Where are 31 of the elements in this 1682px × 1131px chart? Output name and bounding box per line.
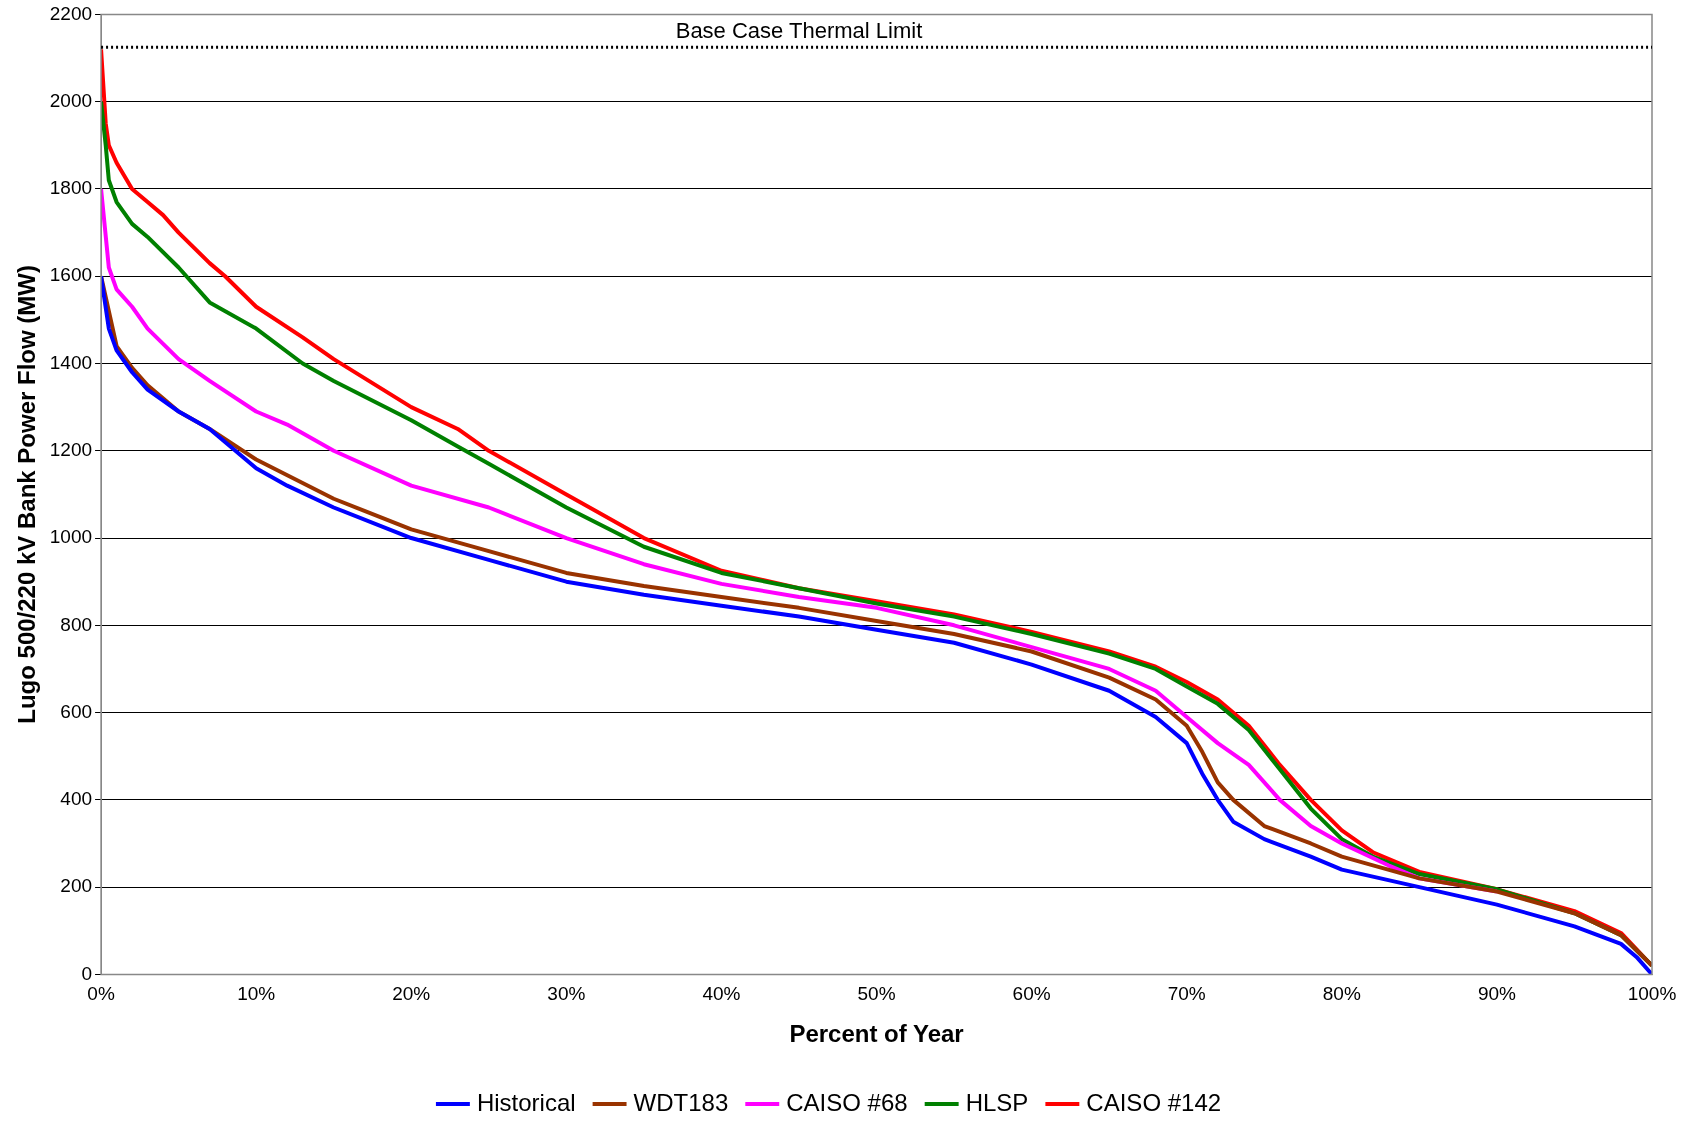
legend-label: WDT183 [633, 1088, 729, 1116]
y-tick-label: 800 [60, 613, 93, 635]
y-tick-label: 1200 [49, 439, 93, 460]
y-tick-label: 2000 [49, 89, 93, 111]
x-tick-label: 10% [237, 983, 276, 1005]
y-tick-label: 0 [81, 962, 93, 984]
x-tick-label: 100% [1627, 983, 1677, 1005]
x-tick-label: 80% [1322, 983, 1361, 1005]
x-tick-label: 0% [87, 983, 115, 1005]
ref-line-label: Base Case Thermal Limit [675, 18, 923, 44]
y-tick-label: 600 [60, 700, 93, 722]
x-tick-label: 40% [702, 983, 741, 1005]
y-tick-label: 400 [60, 788, 93, 810]
y-tick-label: 200 [60, 875, 93, 897]
legend-label: Historical [476, 1088, 576, 1116]
legend-label: CAISO #68 [786, 1088, 908, 1116]
x-tick-label: 60% [1012, 983, 1051, 1005]
x-tick-label: 90% [1477, 983, 1517, 1005]
y-tick-label: 1600 [49, 264, 93, 286]
x-tick-label: 20% [392, 983, 431, 1005]
y-tick-label: 1400 [49, 351, 93, 373]
y-tick-label: 2200 [49, 2, 93, 24]
legend-label: CAISO #142 [1086, 1088, 1222, 1116]
legend-label: HLSP [965, 1088, 1029, 1116]
y-tick-label: 1000 [49, 526, 93, 548]
y-tick-label: 1800 [49, 177, 93, 199]
x-tick-label: 30% [547, 983, 586, 1005]
x-tick-label: 70% [1167, 983, 1206, 1005]
y-axis-title: Lugo 500/220 kV Bank Power Flow (MW) [13, 265, 41, 724]
x-tick-label: 50% [857, 983, 896, 1005]
x-axis-title: Percent of Year [789, 1020, 964, 1048]
